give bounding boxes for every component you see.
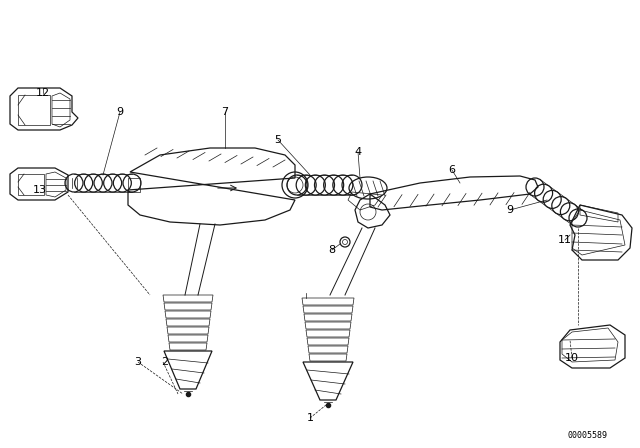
Text: 9: 9 xyxy=(506,205,513,215)
Text: 3: 3 xyxy=(134,357,141,367)
Text: 13: 13 xyxy=(33,185,47,195)
Text: 8: 8 xyxy=(328,245,335,255)
Text: 00005589: 00005589 xyxy=(568,431,608,439)
Text: 12: 12 xyxy=(36,88,50,98)
Text: 11: 11 xyxy=(558,235,572,245)
Text: 4: 4 xyxy=(355,147,362,157)
Text: 2: 2 xyxy=(161,357,168,367)
Text: 9: 9 xyxy=(116,107,124,117)
Text: 6: 6 xyxy=(449,165,456,175)
Text: 10: 10 xyxy=(565,353,579,363)
Text: 7: 7 xyxy=(221,107,228,117)
Text: 5: 5 xyxy=(275,135,282,145)
Text: 1: 1 xyxy=(307,413,314,423)
